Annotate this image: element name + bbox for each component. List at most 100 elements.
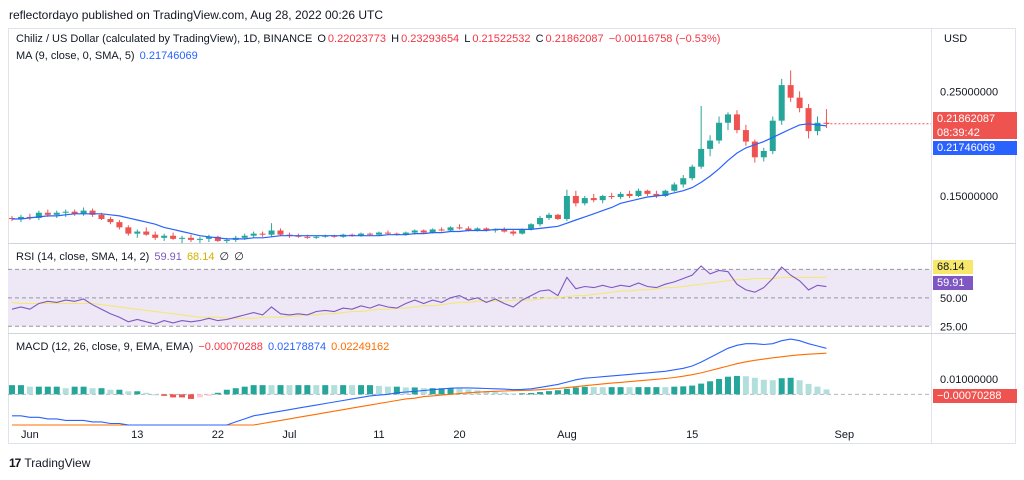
hist-bar <box>170 394 177 398</box>
hist-bar <box>340 385 347 395</box>
signal-line <box>12 352 827 426</box>
hist-bar <box>232 388 239 395</box>
candle-body <box>44 212 51 215</box>
hist-bar <box>349 385 356 395</box>
hist-bar <box>116 389 123 395</box>
rsi-label[interactable]: RSI (14, close, SMA, 14, 2) <box>16 251 150 263</box>
hist-bar <box>707 381 714 395</box>
hist-bar <box>259 385 266 395</box>
candle-body <box>259 233 266 235</box>
candle <box>671 182 678 192</box>
pane-separator-rsi[interactable] <box>8 243 1016 244</box>
hist-bar <box>572 387 579 395</box>
x-tick-label: 13 <box>131 429 143 441</box>
candle-body <box>304 236 311 238</box>
candle-body <box>787 85 794 98</box>
hist-bar <box>322 385 329 395</box>
rsi-tick-label: 50.00 <box>940 293 968 305</box>
candle <box>725 112 731 131</box>
last-price-value: 0.21862087 <box>937 113 996 125</box>
candle <box>563 189 570 222</box>
hist-bar <box>35 386 42 395</box>
ma-price-tag: 0.21746069 <box>933 141 1017 155</box>
hist-bar <box>590 386 597 395</box>
candle-body <box>367 233 373 235</box>
ohlc-high: 0.23293654 <box>401 33 460 45</box>
candle-body <box>429 229 436 233</box>
hist-bar <box>375 385 382 395</box>
hist-bar <box>483 391 490 395</box>
x-tick-label: 20 <box>453 429 465 441</box>
candle-body <box>626 193 633 196</box>
hist-bar <box>295 385 302 395</box>
candle-body <box>402 232 409 235</box>
hist-bar <box>742 376 749 395</box>
candle-body <box>680 178 687 185</box>
candle-body <box>474 228 481 231</box>
ohlc-o-label: O <box>317 33 326 45</box>
candle-body <box>501 229 508 232</box>
candle <box>125 225 132 236</box>
candle <box>599 194 606 204</box>
pane-separator-macd[interactable] <box>8 333 1016 334</box>
ohlc-l-label: L <box>464 33 471 45</box>
ma-legend[interactable]: MA (9, close, 0, SMA, 5) 0.21746069 <box>16 50 200 62</box>
countdown-value: 08:39:42 <box>937 127 980 139</box>
hist-bar <box>223 389 230 395</box>
hist-bar <box>662 387 669 395</box>
rsi-empty-1: ∅ <box>219 251 230 263</box>
candle-body <box>581 198 588 204</box>
candle-body <box>733 114 740 131</box>
candle-body <box>313 236 320 238</box>
hist-bar <box>635 387 642 395</box>
candle-body <box>590 198 597 201</box>
hist-bar <box>814 386 821 395</box>
hist-bar <box>501 392 508 395</box>
candle <box>259 231 266 237</box>
hist-bar <box>250 385 257 395</box>
candle-body <box>62 211 69 213</box>
candle <box>796 91 803 113</box>
candle <box>778 78 785 125</box>
candle-body <box>188 237 194 240</box>
hist-bar <box>769 380 776 395</box>
hist-bar <box>179 394 186 398</box>
candle <box>375 231 382 236</box>
candle <box>689 164 696 181</box>
candle-body <box>125 227 132 234</box>
hist-bar <box>796 380 803 395</box>
candle <box>581 195 588 206</box>
candle-body <box>420 230 427 233</box>
hist-bar <box>528 392 535 395</box>
signal-value: 0.02178874 <box>267 341 327 353</box>
candle <box>456 224 463 230</box>
main-legend[interactable]: Chiliz / US Dollar (calculated by Tradin… <box>16 33 722 45</box>
candle-body <box>805 108 812 132</box>
candle <box>805 103 812 139</box>
hist-bar <box>205 394 212 396</box>
ohlc-low: 0.21522532 <box>472 33 531 45</box>
candle-body <box>53 212 60 215</box>
candle <box>161 233 168 241</box>
hist-bar <box>331 385 338 395</box>
macd-histogram <box>9 375 830 399</box>
candle <box>814 116 821 136</box>
candle <box>71 209 78 216</box>
macd-label[interactable]: MACD (12, 26, close, 9, EMA, EMA) <box>16 341 194 353</box>
published-info: reflectordayo published on TradingView.c… <box>9 8 384 22</box>
hist-bar <box>17 385 24 395</box>
candle-body <box>707 140 714 149</box>
macd-tick-label: 0.01000000 <box>940 374 998 386</box>
rsi-empty-2: ∅ <box>234 251 244 263</box>
candle-body <box>823 122 830 124</box>
hist-bar <box>161 394 168 396</box>
candle <box>590 193 597 203</box>
hist-bar <box>143 392 150 395</box>
footer-brand[interactable]: 17 TradingView <box>9 456 90 470</box>
hist-bar <box>563 388 570 395</box>
symbol-title[interactable]: Chiliz / US Dollar (calculated by Tradin… <box>16 33 313 45</box>
macd-legend[interactable]: MACD (12, 26, close, 9, EMA, EMA) −0.000… <box>16 341 391 353</box>
rsi-legend[interactable]: RSI (14, close, SMA, 14, 2) 59.91 68.14 … <box>16 250 246 263</box>
ma-label[interactable]: MA (9, close, 0, SMA, 5) <box>16 50 135 62</box>
